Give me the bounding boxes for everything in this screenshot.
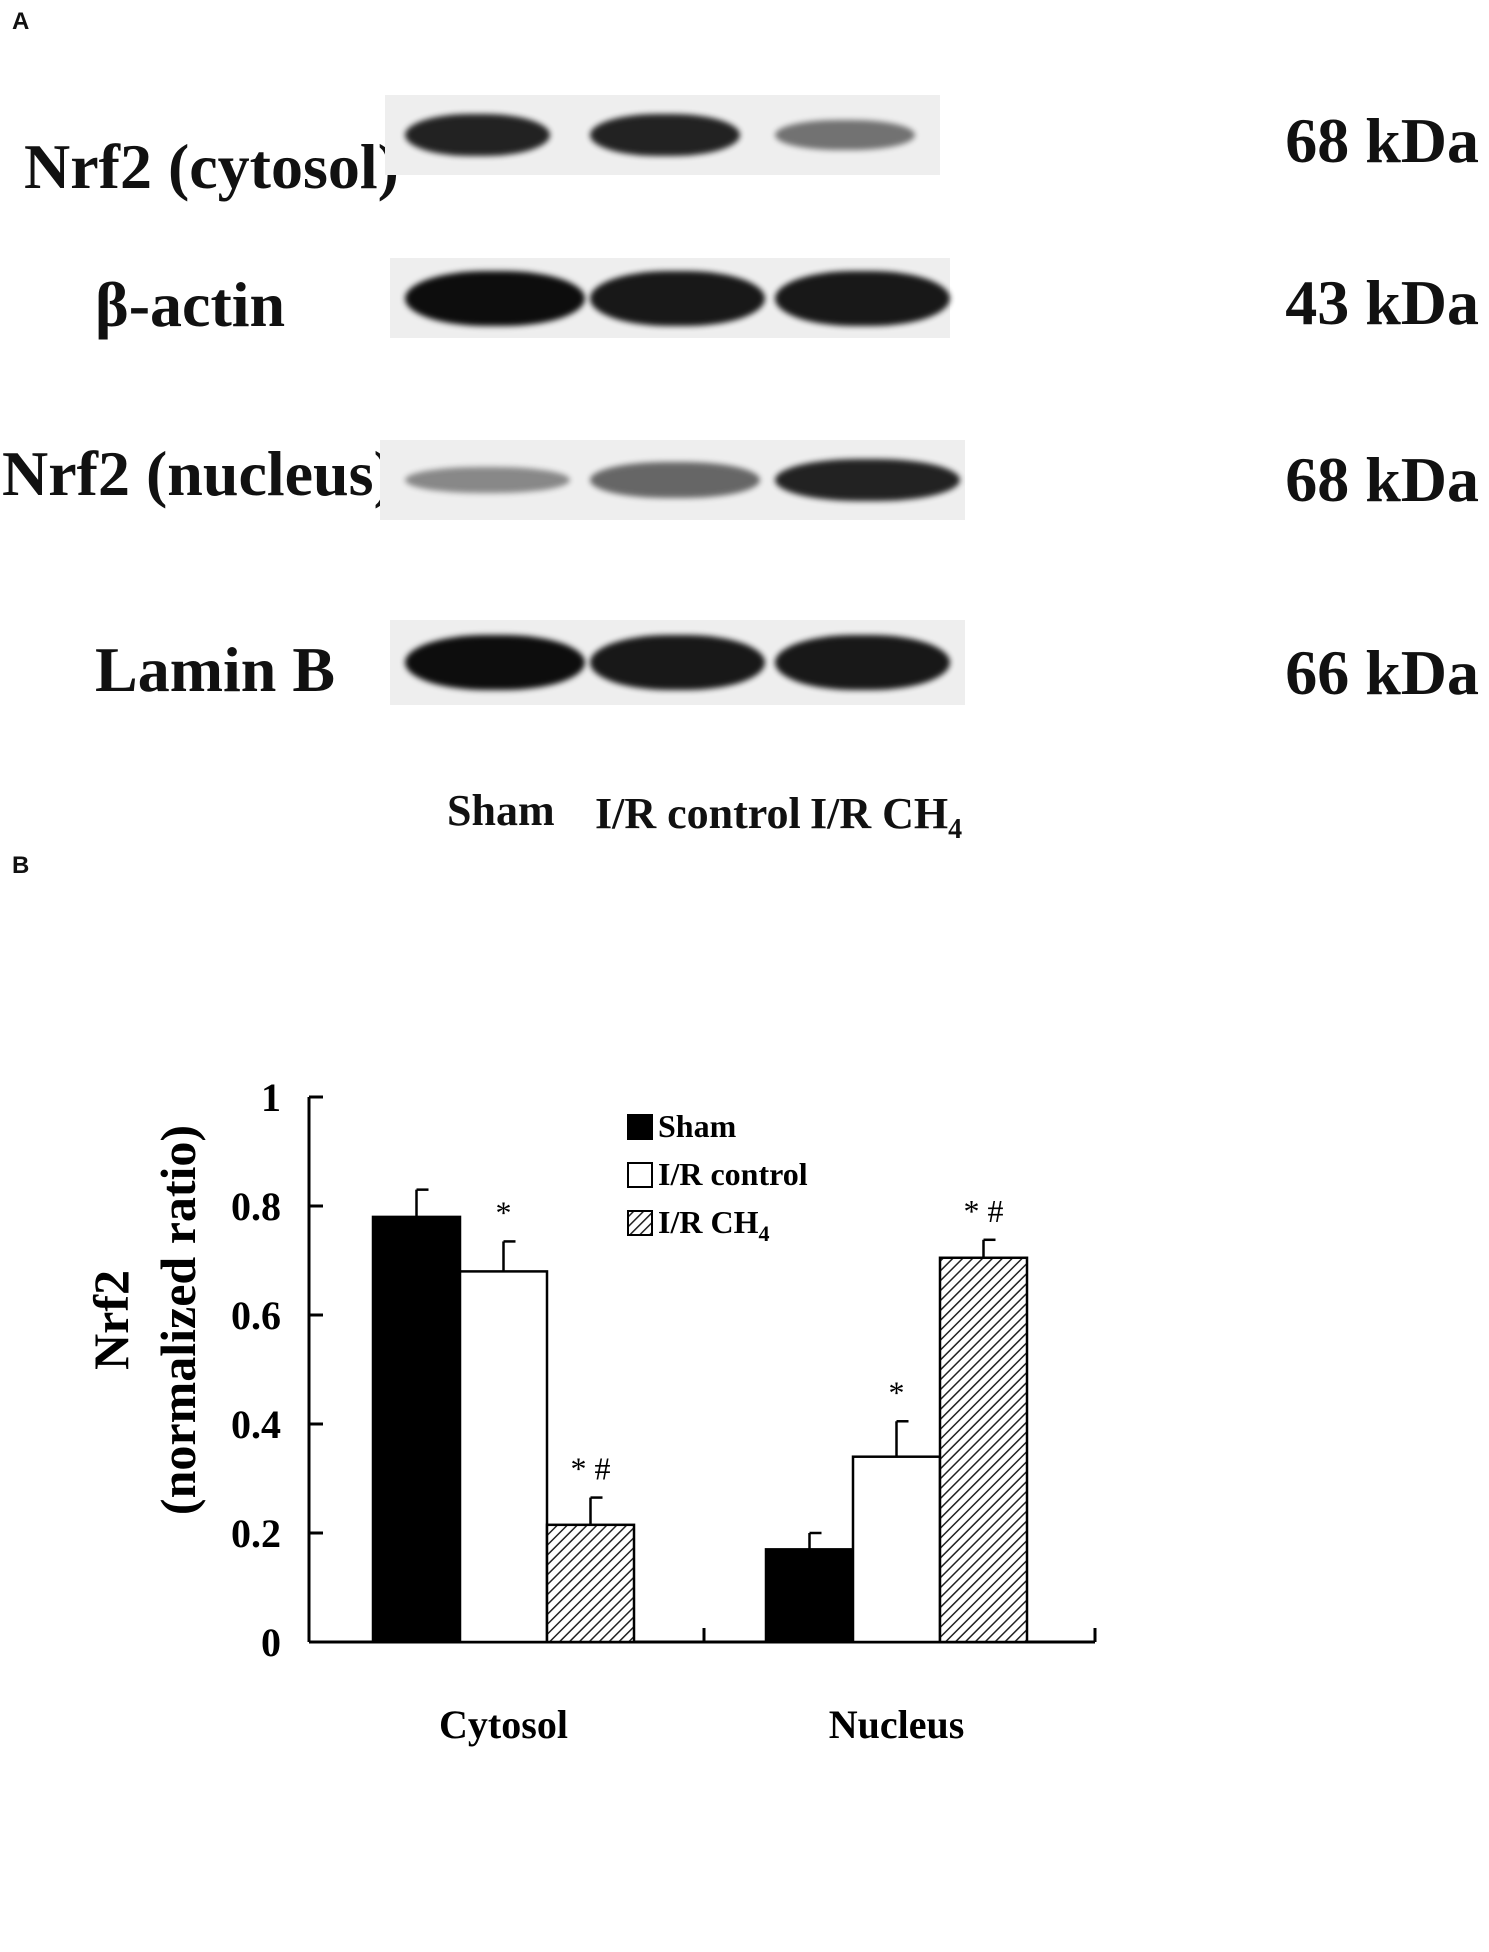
legend-swatch bbox=[627, 1114, 653, 1140]
bar bbox=[545, 1523, 636, 1644]
blot-band bbox=[775, 270, 950, 326]
blot-band bbox=[590, 114, 740, 156]
bar bbox=[764, 1548, 855, 1644]
blot-band bbox=[405, 270, 585, 326]
legend-label: Sham bbox=[658, 1108, 737, 1144]
blot-row-label: Nrf2 (nucleus) bbox=[2, 438, 395, 509]
blot-band bbox=[405, 634, 585, 690]
blot-band bbox=[590, 270, 765, 326]
y-tick-label: 1 bbox=[261, 1080, 281, 1120]
blot-band bbox=[775, 459, 960, 501]
significance-marker: * bbox=[889, 1374, 905, 1410]
legend-label: I/R CH4 bbox=[658, 1204, 769, 1246]
blot-row-label: Lamin B bbox=[95, 634, 336, 705]
blot-band bbox=[775, 634, 950, 690]
y-axis-title: Nrf2 bbox=[83, 1270, 139, 1370]
legend-swatch bbox=[627, 1210, 653, 1236]
blot-band bbox=[590, 634, 765, 690]
bar bbox=[938, 1256, 1029, 1644]
bar bbox=[851, 1455, 942, 1644]
blot-band bbox=[405, 467, 570, 493]
legend-label: I/R control bbox=[658, 1156, 808, 1192]
bar-chart: 0 0.2 0.4 0.6 0.8 1 * * * # * # Cytosol Nucleus Nrf2… bbox=[83, 1080, 1097, 1747]
legend-swatch bbox=[627, 1162, 653, 1188]
y-tick-label: 0.6 bbox=[231, 1293, 281, 1338]
lane-label-ir-control: I/R control bbox=[595, 789, 801, 838]
bar bbox=[458, 1270, 549, 1644]
blot-band bbox=[405, 114, 550, 156]
molecular-weight-label: 43 kDa bbox=[1285, 267, 1479, 338]
lane-label-sham: Sham bbox=[447, 786, 555, 835]
blot-row-label: β-actin bbox=[95, 269, 286, 340]
y-tick-label: 0.8 bbox=[231, 1184, 281, 1229]
significance-marker: * # bbox=[571, 1451, 611, 1487]
molecular-weight-label: 68 kDa bbox=[1285, 444, 1479, 515]
x-category-label: Nucleus bbox=[829, 1702, 965, 1747]
molecular-weight-label: 68 kDa bbox=[1285, 105, 1479, 176]
bar bbox=[371, 1215, 462, 1644]
lane-label-ir-ch4: I/R CH4 bbox=[810, 789, 963, 845]
panel-a-letter: A bbox=[12, 8, 30, 35]
molecular-weight-label: 66 kDa bbox=[1285, 637, 1479, 708]
blot-row-label: Nrf2 (cytosol) bbox=[24, 131, 399, 202]
panel-b-letter: B bbox=[12, 852, 30, 879]
blot-band bbox=[775, 120, 915, 150]
y-tick-label: 0.4 bbox=[231, 1402, 281, 1447]
y-tick-label: 0 bbox=[261, 1620, 281, 1665]
y-axis-title: (normalized ratio) bbox=[150, 1125, 206, 1515]
y-tick-label: 0.2 bbox=[231, 1511, 281, 1556]
significance-marker: * bbox=[496, 1194, 512, 1230]
significance-marker: * # bbox=[964, 1193, 1004, 1229]
x-category-label: Cytosol bbox=[439, 1702, 568, 1747]
blot-band bbox=[590, 462, 760, 498]
